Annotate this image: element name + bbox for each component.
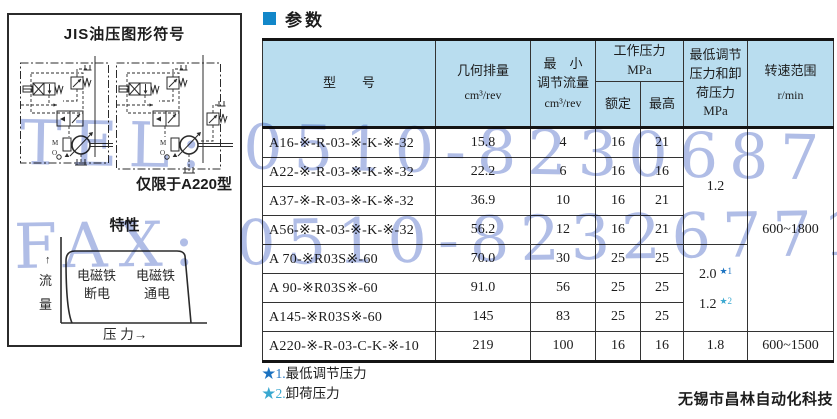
- pump-m-label: M: [160, 139, 167, 147]
- max-cell: 21: [639, 186, 685, 216]
- pump-o-label: O: [52, 149, 57, 157]
- hydraulic-diagrams: M O: [11, 51, 238, 191]
- table-row: A16-※-R-03-※-K-※-32 15.8 4 16 21 1.2 600…: [262, 127, 835, 332]
- max-cell: 21: [639, 127, 685, 158]
- x-axis-label-pressure: 压 力→: [103, 327, 147, 342]
- col-header-rated: 额定: [595, 81, 641, 129]
- a220-only-caption: 仅限于A220型: [136, 176, 232, 193]
- pressure-cell: 1.8: [683, 331, 749, 362]
- parameters-table: 型 号 几何排量 cm³/rev 最 小 调节流量 cm³/rev 工作压力 M…: [262, 38, 835, 363]
- min-flow-cell: 10: [530, 186, 596, 216]
- star1-note: ★1: [719, 266, 733, 276]
- rated-cell: 16: [595, 127, 641, 158]
- col-header-model: 型 号: [262, 39, 436, 129]
- pressure-merged-cell: 2.0 ★1 1.2 ★2: [683, 244, 749, 332]
- footnote-2-marker: ★2.: [262, 386, 286, 401]
- col-header-min-pressure: 最低调节 压力和卸 荷压力 MPa: [683, 39, 749, 129]
- pressure-merged-cell: 1.2: [683, 127, 749, 245]
- displacement-cell: 56.2: [435, 215, 531, 245]
- max-cell: 21: [639, 215, 685, 245]
- flow-pressure-chart: ↑ 流 量 电磁铁 断电 电磁铁 通电 压 力→: [39, 237, 207, 342]
- footnote-2: ★2.卸荷压力: [262, 384, 367, 404]
- table-row: A145-※R03S※-60 145 83 25 25: [262, 302, 834, 332]
- max-cell: 16: [639, 331, 685, 362]
- speed-cell: 600~1500: [747, 331, 835, 362]
- footnote-1-text: 最低调节压力: [285, 366, 367, 381]
- curve1-label-line2: 断电: [84, 286, 110, 301]
- rated-cell: 25: [595, 302, 641, 332]
- max-cell: 25: [639, 244, 685, 274]
- footnote-1-marker: ★1.: [262, 366, 286, 381]
- model-cell: A56-※-R-03-※-K-※-32: [262, 215, 436, 245]
- model-cell: A16-※-R-03-※-K-※-32: [262, 127, 436, 158]
- table-row: A 90-※R03S※-60 91.0 56 25 25: [262, 273, 834, 303]
- min-flow-cell: 100: [530, 331, 596, 362]
- displacement-cell: 145: [435, 302, 531, 332]
- params-heading: 参数: [263, 6, 325, 31]
- rated-cell: 16: [595, 215, 641, 245]
- rated-cell: 16: [595, 157, 641, 187]
- col-header-working-pressure: 工作压力 MPa: [594, 39, 685, 82]
- table-row: A22-※-R-03-※-K-※-32 22.2 6 16 16: [262, 157, 834, 187]
- col-header-speed: 转速范围 r/min: [747, 39, 835, 129]
- col-header-min-flow: 最 小 调节流量 cm³/rev: [530, 39, 596, 129]
- params-heading-label: 参数: [285, 11, 325, 30]
- pump-m-label: M: [52, 139, 59, 147]
- min-flow-cell: 12: [530, 215, 596, 245]
- hydraulic-circuit-icon: M O: [20, 56, 113, 166]
- blue-square-icon: [263, 12, 276, 25]
- jis-panel-title: JIS油压图形符号: [63, 26, 186, 43]
- speed-merged-cell: 600~1800: [747, 127, 835, 332]
- hydraulic-circuit-a220-icon: M O: [116, 55, 233, 174]
- min-flow-cell: 6: [530, 157, 596, 187]
- table-row: A37-※-R-03-※-K-※-32 36.9 10 16 21: [262, 186, 834, 216]
- rated-cell: 16: [595, 186, 641, 216]
- footnotes: ★1.最低调节压力 ★2.卸荷压力: [262, 364, 367, 404]
- pump-o-label: O: [160, 149, 165, 157]
- displacement-cell: 91.0: [435, 273, 531, 303]
- rated-cell: 16: [595, 331, 641, 362]
- min-flow-cell: 83: [530, 302, 596, 332]
- displacement-cell: 15.8: [435, 127, 531, 158]
- company-name: 无锡市昌林自动化科技: [677, 391, 833, 408]
- displacement-cell: 219: [435, 331, 531, 362]
- jis-symbols-panel: JIS油压图形符号: [7, 13, 242, 347]
- y-axis-label-flow: 流: [39, 273, 52, 288]
- model-cell: A22-※-R-03-※-K-※-32: [262, 157, 436, 187]
- curve1-label-line1: 电磁铁: [77, 268, 116, 283]
- y-axis-arrow: ↑: [45, 254, 51, 266]
- max-cell: 16: [639, 157, 685, 187]
- y-axis-label-flow2: 量: [39, 297, 52, 312]
- table-row: A220-※-R-03-C-K-※-10 219 100 16 16 1.8 6…: [262, 331, 835, 362]
- model-cell: A37-※-R-03-※-K-※-32: [262, 186, 436, 216]
- curve2-label-line1: 电磁铁: [136, 268, 175, 283]
- max-cell: 25: [639, 302, 685, 332]
- displacement-cell: 22.2: [435, 157, 531, 187]
- footnote-2-text: 卸荷压力: [285, 386, 340, 401]
- model-cell: A145-※R03S※-60: [262, 302, 436, 332]
- table-row: A 70-※R03S※-60 70.0 30 25 25 2.0 ★1 1.2 ★2: [262, 244, 834, 332]
- model-cell: A 90-※R03S※-60: [262, 273, 436, 303]
- displacement-cell: 36.9: [435, 186, 531, 216]
- rated-cell: 25: [595, 273, 641, 303]
- rated-cell: 25: [595, 244, 641, 274]
- table-row: A56-※-R-03-※-K-※-32 56.2 12 16 21: [262, 215, 834, 245]
- curve2-label-line2: 通电: [144, 286, 170, 301]
- characteristics-title: 特性: [109, 217, 140, 234]
- model-cell: A220-※-R-03-C-K-※-10: [262, 331, 436, 362]
- displacement-cell: 70.0: [435, 244, 531, 274]
- star2-note: ★2: [719, 296, 733, 306]
- col-header-max: 最高: [639, 81, 685, 129]
- min-flow-cell: 4: [530, 127, 596, 158]
- min-flow-cell: 56: [530, 273, 596, 303]
- max-cell: 25: [639, 273, 685, 303]
- footnote-1: ★1.最低调节压力: [262, 364, 367, 384]
- min-flow-cell: 30: [530, 244, 596, 274]
- model-cell: A 70-※R03S※-60: [262, 244, 436, 274]
- col-header-displacement: 几何排量 cm³/rev: [435, 39, 531, 129]
